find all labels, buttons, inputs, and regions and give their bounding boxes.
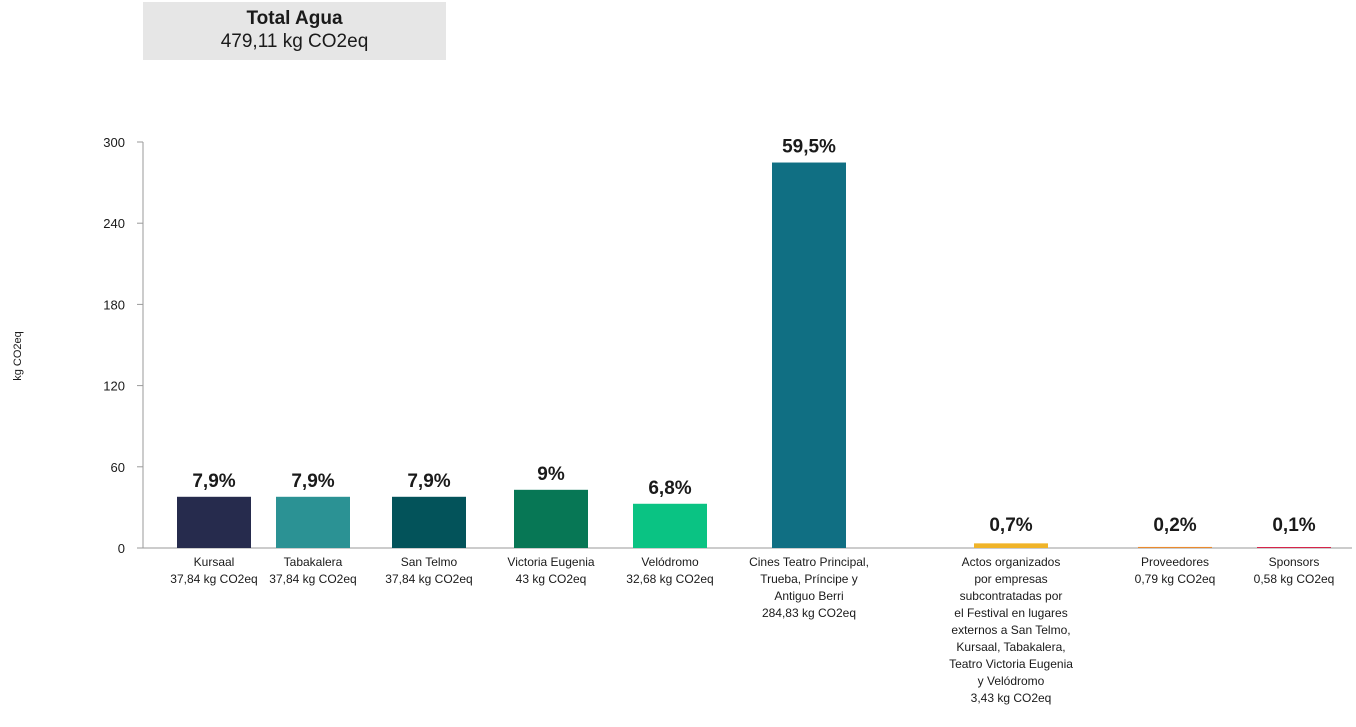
category-label: Kursaal, Tabakalera, (956, 640, 1065, 654)
bar-percent-label: 0,2% (1153, 515, 1196, 536)
category-label: 37,84 kg CO2eq (170, 572, 257, 586)
category-label: 37,84 kg CO2eq (269, 572, 356, 586)
bar-percent-label: 0,7% (989, 515, 1032, 536)
bar (392, 496, 466, 548)
y-tick-label: 60 (111, 460, 125, 475)
category-label: Victoria Eugenia (507, 555, 594, 569)
category-label: Antiguo Berri (774, 589, 843, 603)
category-label: Cines Teatro Principal, (749, 555, 869, 569)
category-label: externos a San Telmo, (951, 623, 1070, 637)
bar (1257, 547, 1331, 548)
bar-percent-label: 59,5% (782, 137, 836, 158)
bar-percent-label: 6,8% (648, 478, 691, 499)
category-label: por empresas (974, 572, 1047, 586)
category-label: Proveedores (1141, 555, 1209, 569)
category-label: Tabakalera (284, 555, 343, 569)
category-label: y Velódromo (978, 674, 1045, 688)
y-tick-label: 0 (118, 541, 125, 556)
bar-percent-label: 0,1% (1272, 515, 1315, 536)
bar (514, 489, 588, 548)
bar (1138, 546, 1212, 548)
category-label: Velódromo (641, 555, 699, 569)
category-label: San Telmo (401, 555, 458, 569)
category-label: 0,58 kg CO2eq (1254, 572, 1335, 586)
bar-percent-label: 7,9% (291, 471, 334, 492)
bars (177, 162, 1331, 548)
category-label: Sponsors (1269, 555, 1320, 569)
bar (177, 496, 251, 548)
total-value: 479,11 kg CO2eq (220, 31, 369, 52)
category-label: 0,79 kg CO2eq (1135, 572, 1216, 586)
y-tick-label: 300 (103, 135, 125, 150)
category-label: 32,68 kg CO2eq (626, 572, 713, 586)
bar (974, 543, 1048, 548)
y-tick-label: 120 (103, 379, 125, 394)
category-label: Teatro Victoria Eugenia (949, 657, 1073, 671)
axes: 0 60 120 180 240 300 (103, 135, 1352, 556)
bar (772, 162, 846, 548)
bar (633, 503, 707, 548)
category-label: 43 kg CO2eq (516, 572, 587, 586)
category-label: subcontratadas por (960, 589, 1063, 603)
category-label: Kursaal (194, 555, 235, 569)
labels: 7,9% Kursaal 37,84 kg CO2eq 7,9% Tabakalera 3… (170, 137, 1334, 705)
category-label: Trueba, Príncipe y (760, 572, 858, 586)
y-tick-label: 240 (103, 216, 125, 231)
category-label: 37,84 kg CO2eq (385, 572, 472, 586)
category-label: 3,43 kg CO2eq (971, 691, 1052, 705)
y-tick-label: 180 (103, 297, 125, 312)
category-label: el Festival en lugares (954, 606, 1067, 620)
bar-percent-label: 9% (537, 464, 565, 485)
bar (276, 496, 350, 548)
category-label: Actos organizados (962, 555, 1061, 569)
total-summary-box: Total Agua 479,11 kg CO2eq (143, 2, 446, 60)
category-label: 284,83 kg CO2eq (762, 606, 856, 620)
bar-percent-label: 7,9% (192, 471, 235, 492)
total-title: Total Agua (246, 8, 343, 29)
bar-percent-label: 7,9% (407, 471, 450, 492)
